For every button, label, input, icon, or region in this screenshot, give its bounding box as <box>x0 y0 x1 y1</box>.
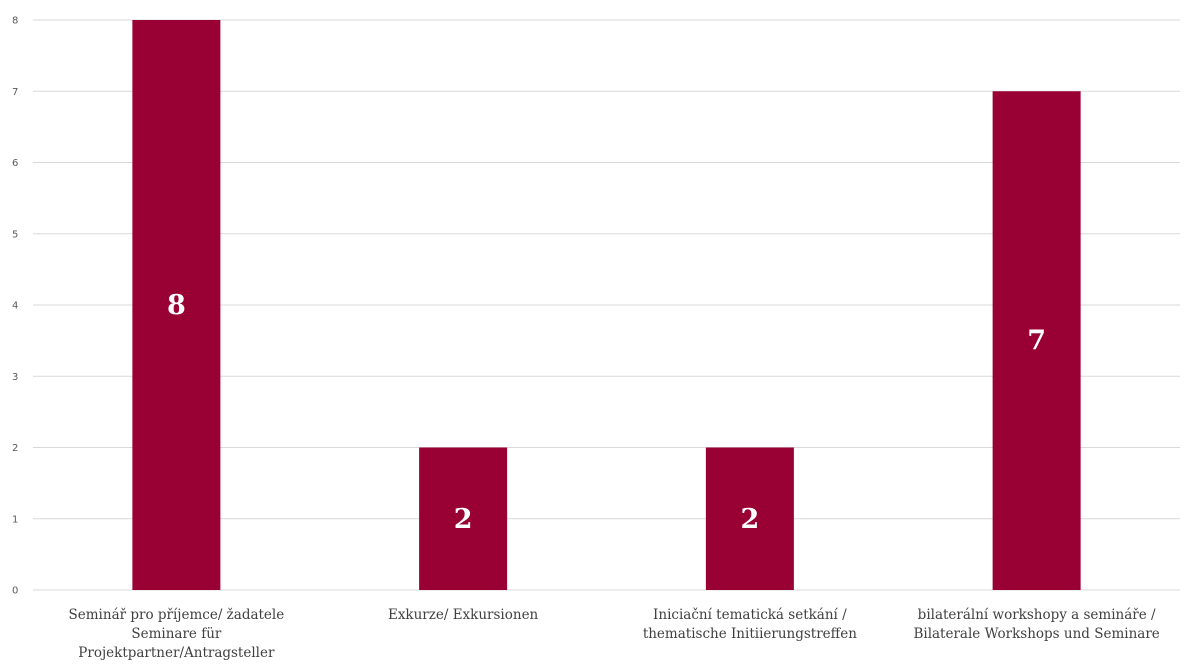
bar-1 <box>132 20 221 590</box>
y-tick-label: 7 <box>12 87 18 98</box>
data-label: 8 <box>167 290 186 321</box>
bar-4 <box>992 91 1081 590</box>
y-tick-label: 2 <box>12 443 18 454</box>
data-label: 7 <box>1027 326 1046 357</box>
y-tick-label: 8 <box>12 16 18 27</box>
y-tick-label: 3 <box>12 372 18 383</box>
x-category-label: Seminář pro příjemce/ žadatele <box>69 607 285 623</box>
y-tick-label: 6 <box>12 158 18 169</box>
x-category-label: thematische Initiierungstreffen <box>643 626 857 642</box>
data-label: 2 <box>454 504 473 535</box>
x-category-label: bilaterální workshopy a semináře / <box>918 607 1156 623</box>
bar-2 <box>419 447 508 590</box>
y-tick-label: 0 <box>12 586 18 597</box>
y-tick-label: 4 <box>12 301 18 312</box>
x-category-label: Exkurze/ Exkursionen <box>388 607 539 623</box>
y-tick-label: 1 <box>12 514 18 525</box>
bar-3 <box>705 447 794 590</box>
data-label: 2 <box>740 504 759 535</box>
x-category-label: Iniciační tematická setkání / <box>653 607 847 623</box>
x-category-label: Seminare für <box>131 626 222 642</box>
x-category-label: Bilaterale Workshops und Seminare <box>913 626 1159 642</box>
y-tick-label: 5 <box>12 229 18 240</box>
x-category-label: Projektpartner/Antragsteller <box>78 645 275 661</box>
